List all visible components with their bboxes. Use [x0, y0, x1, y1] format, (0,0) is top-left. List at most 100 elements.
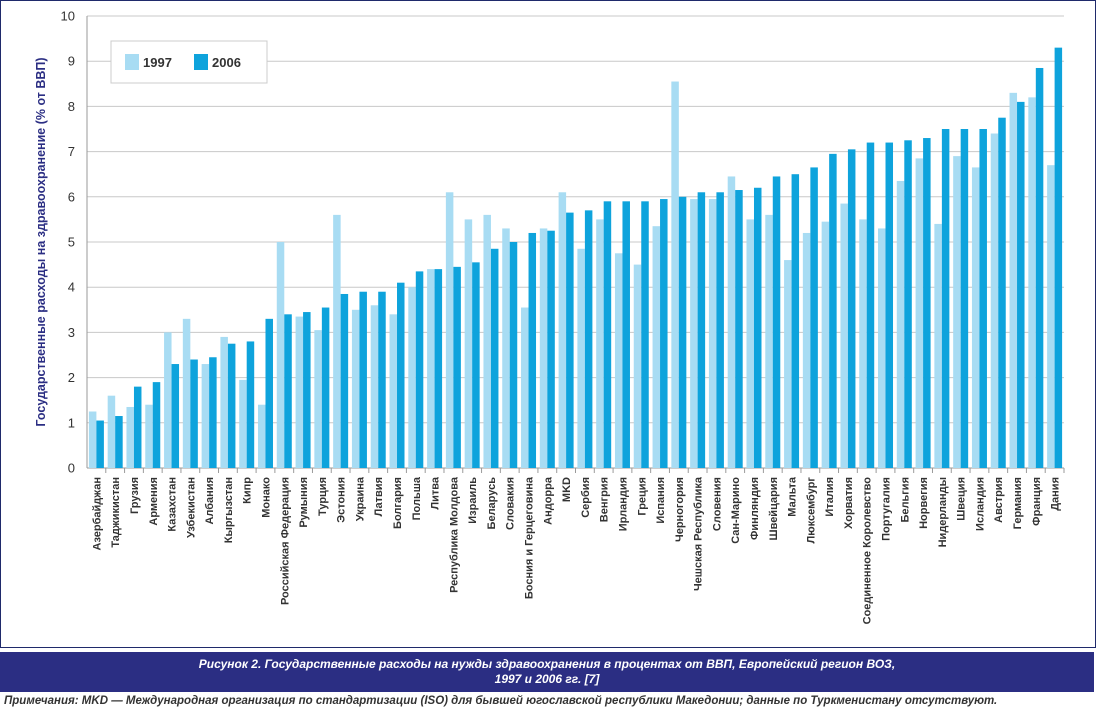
category-label: Российская Федерация: [279, 477, 291, 605]
bar-2006: [622, 201, 630, 468]
category-label: Беларусь: [486, 477, 498, 530]
category-label: Франция: [1031, 477, 1043, 526]
bar-1997: [408, 287, 416, 468]
category-label: Польша: [411, 476, 423, 520]
bar-1997: [614, 253, 623, 468]
category-label: Босния и Герцеговина: [524, 476, 536, 599]
bar-1997: [521, 307, 529, 468]
bar-2006: [509, 242, 518, 468]
category-label: Сербия: [580, 477, 592, 518]
bar-2006: [115, 416, 123, 468]
category-label: Азербайджан: [91, 477, 103, 550]
chart-frame: 0 1 2 3 4 5 6 7 8 9 10 Азербайджан Таджикистан Грузия…: [0, 0, 1096, 648]
legend-label-2006: 2006: [212, 55, 241, 70]
bar-1997: [990, 133, 999, 468]
bar-1997: [746, 219, 754, 468]
category-label: Мальта: [787, 476, 799, 517]
bar-2006: [603, 201, 612, 468]
y-tick-label: 5: [68, 235, 75, 250]
y-tick-label: 0: [68, 461, 75, 476]
category-label: Словения: [711, 477, 723, 531]
bar-1997: [840, 203, 848, 468]
bar-2006: [1054, 47, 1063, 468]
bar-1997: [671, 81, 679, 468]
bar-2006: [246, 341, 255, 468]
bar-1997: [802, 232, 811, 468]
category-label: Армения: [148, 477, 160, 526]
bar-chart: 0 1 2 3 4 5 6 7 8 9 10 Азербайджан Таджикистан Грузия…: [34, 9, 1065, 624]
bar-1997: [727, 176, 736, 468]
category-label: Черногория: [674, 477, 686, 542]
bar-1997: [370, 305, 379, 468]
bar-2006: [1017, 101, 1025, 468]
bar-1997: [1047, 165, 1055, 468]
bar-2006: [397, 282, 405, 468]
category-label: Португалия: [881, 477, 893, 541]
bar-1997: [427, 269, 435, 468]
bar-1997: [1028, 97, 1036, 469]
bar-2006: [810, 167, 818, 469]
category-label: Венгрия: [599, 477, 611, 522]
category-label: Литва: [430, 476, 442, 509]
bar-1997: [652, 226, 661, 468]
bar-1997: [502, 228, 510, 468]
bar-1997: [971, 167, 980, 469]
category-label: Люксембург: [805, 477, 817, 544]
bar-2006: [209, 357, 217, 468]
bar-2006: [885, 142, 894, 468]
bar-2006: [547, 230, 555, 468]
category-label: Турция: [317, 477, 329, 516]
category-label: Швеция: [956, 477, 968, 521]
y-tick-label: 9: [68, 54, 75, 69]
bar-2006: [716, 192, 724, 468]
category-label: Болгария: [392, 477, 404, 529]
bar-1997: [276, 242, 285, 468]
y-tick-label: 4: [68, 280, 75, 295]
bar-2006: [265, 318, 273, 468]
bar-2006: [753, 187, 762, 468]
bar-2006: [998, 117, 1006, 468]
bar-2006: [96, 420, 104, 468]
bar-2006: [378, 291, 386, 468]
bar-1997: [708, 199, 717, 468]
bar-2006: [528, 232, 537, 468]
bar-1997: [445, 192, 454, 468]
bar-2006: [791, 174, 800, 468]
bar-1997: [182, 318, 191, 468]
category-label: Узбекистан: [185, 477, 197, 538]
legend-label-1997: 1997: [143, 55, 172, 70]
category-label: Словакия: [505, 477, 517, 530]
bar-1997: [558, 192, 567, 468]
category-label: Израиль: [467, 477, 479, 524]
bar-1997: [1009, 92, 1018, 468]
bar-2006: [697, 192, 706, 468]
bar-2006: [960, 129, 969, 468]
bar-1997: [896, 180, 905, 469]
bar-1997: [389, 314, 398, 468]
bar-2006: [923, 138, 931, 469]
category-label: Дания: [1050, 477, 1062, 511]
category-label: Сан-Марино: [730, 477, 742, 544]
bar-1997: [257, 404, 266, 468]
y-tick-label: 2: [68, 370, 75, 385]
bar-2006: [941, 129, 950, 468]
bar-2006: [133, 386, 142, 468]
bar-2006: [735, 190, 743, 468]
category-label: Хорватия: [843, 477, 855, 529]
category-label: Андорра: [542, 476, 554, 525]
bar-1997: [953, 156, 961, 468]
y-tick-label: 8: [68, 99, 75, 114]
category-label: Кыргызстан: [223, 477, 235, 543]
bar-1997: [464, 219, 473, 468]
y-axis-label: Государственные расходы на здравоохранен…: [34, 57, 48, 426]
bar-1997: [765, 214, 773, 468]
bar-1997: [915, 158, 924, 468]
bar-1997: [145, 404, 153, 468]
y-tick-label: 3: [68, 325, 75, 340]
bar-1997: [314, 330, 322, 468]
bar-2006: [979, 129, 987, 468]
bar-2006: [584, 210, 593, 469]
bar-2006: [359, 291, 367, 468]
category-label: Италия: [824, 477, 836, 517]
bar-1997: [483, 214, 491, 468]
